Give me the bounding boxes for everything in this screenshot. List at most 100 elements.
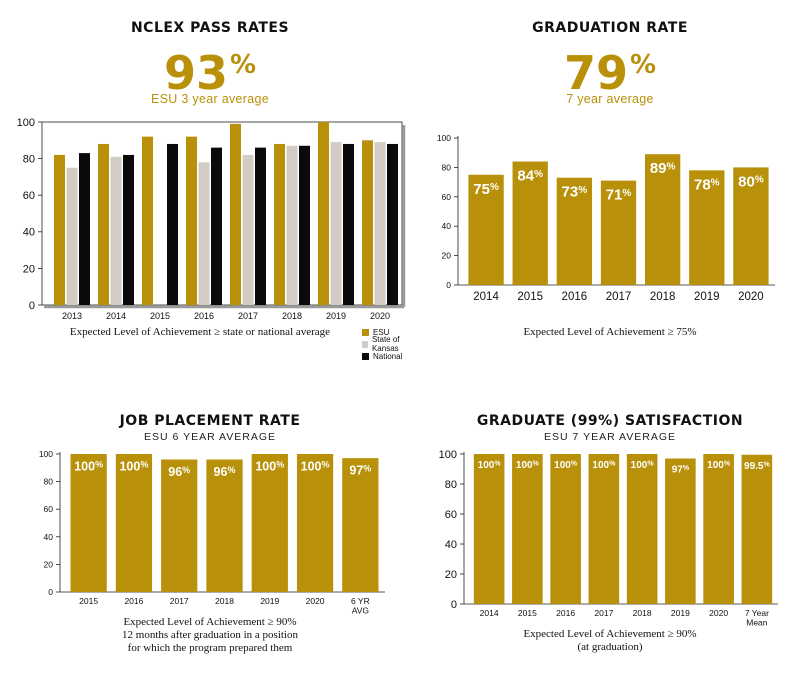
graduation-bar — [600, 180, 637, 285]
job-bar — [342, 458, 379, 592]
nclex-bar-esu — [142, 136, 153, 305]
satisfaction-bar — [665, 458, 696, 604]
job-panel: JOB PLACEMENT RATE ESU 6 YEAR AVERAGE 0 2… — [0, 380, 420, 680]
nclex-y-tick-label: 100 — [17, 117, 35, 129]
nclex-x-tick-label: 2017 — [238, 311, 258, 321]
satisfaction-x-tick-label: 7 Year — [745, 608, 769, 618]
graduation-bar-label: 84% — [517, 168, 543, 185]
job-note-line: 12 months after graduation in a position — [122, 629, 298, 641]
nclex-bar-esu — [230, 123, 241, 305]
graduation-bar-label: 80% — [738, 173, 764, 190]
nclex-legend: ESU State of Kansas National — [362, 326, 420, 362]
satisfaction-bar — [550, 454, 581, 604]
satisfaction-bar — [473, 454, 505, 604]
satisfaction-bar — [588, 454, 620, 604]
graduation-expectation-note: Expected Level of Achievement ≥ 75% — [523, 326, 697, 338]
satisfaction-subtitle: ESU 7 YEAR AVERAGE — [544, 431, 676, 443]
nclex-bar-esu — [54, 154, 65, 305]
job-x-tick-label: 2020 — [306, 596, 325, 606]
nclex-chart: 0 20 40 60 80 100 2013 2014 2015 2016 2017 2018 2019… — [17, 117, 406, 321]
nclex-bar-national — [167, 143, 178, 305]
graduation-x-tick-label: 2014 — [473, 291, 499, 303]
nclex-bar-national — [123, 154, 134, 305]
nclex-bar-state-of-kansas — [242, 154, 254, 305]
legend-swatch — [362, 340, 368, 348]
legend-swatch — [362, 328, 369, 336]
satisfaction-chart: 0 20 40 60 80 100 100% 100% 100% 100% 100% 97% 100% 9… — [439, 449, 778, 628]
nclex-expectation-note: Expected Level of Achievement ≥ state or… — [69, 326, 331, 338]
graduation-x-tick-label: 2018 — [650, 291, 676, 303]
graduation-x-tick-label: 2020 — [738, 291, 764, 303]
job-x-tick-label: 2018 — [215, 596, 234, 606]
nclex-average-value: 93% — [0, 42, 420, 96]
nclex-subtitle: ESU 3 year average — [151, 92, 269, 106]
graduation-y-tick-label: 80 — [442, 162, 452, 172]
nclex-bar-esu — [98, 143, 109, 305]
satisfaction-x-tick-label: 2015 — [518, 608, 537, 618]
nclex-y-tick-label: 40 — [23, 227, 35, 239]
graduation-bar-label: 75% — [473, 181, 499, 198]
satisfaction-bar — [741, 454, 773, 604]
job-y-tick-label: 60 — [44, 504, 54, 514]
job-x-tick-label: 2017 — [170, 596, 189, 606]
graduation-x-tick-label: 2019 — [694, 291, 720, 303]
satisfaction-expectation-note: Expected Level of Achievement ≥ 90% (at g… — [420, 628, 800, 654]
job-x-tick-label: 2016 — [124, 596, 143, 606]
legend-label: ESU — [373, 327, 390, 337]
graduation-x-tick-label: 2016 — [562, 291, 588, 303]
job-bar-label: 96% — [214, 465, 236, 479]
satisfaction-y-tick-label: 40 — [445, 539, 457, 551]
nclex-bar-esu — [362, 140, 373, 305]
satisfaction-x-tick-label: 2017 — [594, 608, 613, 618]
job-chart: 0 20 40 60 80 100 100% 100% 96% 96% 100% 100% 97% 201… — [39, 449, 385, 616]
satisfaction-bar — [703, 454, 734, 604]
satisfaction-y-tick-label: 20 — [445, 569, 457, 581]
nclex-bar-state-of-kansas — [330, 142, 342, 305]
job-bar — [251, 454, 288, 592]
job-y-tick-label: 80 — [44, 477, 54, 487]
nclex-bar-national — [387, 143, 398, 305]
satisfaction-y-tick-label: 80 — [445, 479, 457, 491]
graduation-bar — [733, 167, 769, 285]
job-note-line: for which the program prepared them — [127, 642, 293, 654]
job-y-tick-label: 20 — [44, 559, 54, 569]
job-bar-label: 97% — [349, 464, 371, 478]
satisfaction-x-tick-label: 2016 — [556, 608, 575, 618]
nclex-x-tick-label: 2016 — [194, 311, 214, 321]
graduation-title: GRADUATION RATE — [532, 20, 688, 36]
satisfaction-x-tick-label: 2014 — [480, 608, 499, 618]
graduation-y-tick-label: 0 — [446, 280, 451, 290]
nclex-panel: NCLEX PASS RATES 93% ESU 3 year average … — [0, 0, 420, 380]
job-title: JOB PLACEMENT RATE — [119, 413, 301, 429]
nclex-x-tick-label: 2020 — [370, 311, 390, 321]
graduation-panel: GRADUATION RATE 79% 7 year average 0 20 40… — [420, 0, 800, 380]
nclex-bar-national — [343, 143, 354, 305]
graduation-y-tick-label: 60 — [442, 192, 452, 202]
satisfaction-bar-label: 100% — [554, 460, 578, 471]
nclex-bar-national — [255, 147, 266, 305]
job-y-tick-label: 40 — [44, 532, 54, 542]
satisfaction-bar-label: 97% — [672, 465, 690, 476]
job-bar — [70, 454, 107, 592]
graduation-y-tick-label: 20 — [442, 251, 452, 261]
nclex-bar-state-of-kansas — [286, 145, 298, 305]
graduation-bar — [689, 170, 725, 285]
job-x-tick-label: 2015 — [79, 596, 98, 606]
satisfaction-y-tick-label: 60 — [445, 509, 457, 521]
job-bar-label: 100% — [74, 459, 103, 473]
legend-label: State of Kansas — [371, 335, 400, 353]
legend-item: ESU — [362, 326, 420, 338]
nclex-bar-national — [299, 145, 310, 305]
nclex-bar-esu — [186, 136, 197, 305]
nclex-x-tick-label: 2015 — [150, 311, 170, 321]
satisfaction-bar-label: 100% — [516, 460, 540, 471]
graduation-average-value: 79% — [420, 42, 800, 96]
job-expectation-note: Expected Level of Achievement ≥ 90% 12 mo… — [0, 616, 420, 655]
nclex-bar-state-of-kansas — [66, 167, 78, 305]
nclex-bar-esu — [318, 122, 329, 305]
job-bar — [206, 459, 243, 592]
satisfaction-bar-label: 100% — [478, 460, 502, 471]
nclex-average-number: 93 — [163, 46, 228, 100]
job-y-tick-label: 100 — [39, 449, 53, 459]
nclex-x-tick-label: 2014 — [106, 311, 126, 321]
